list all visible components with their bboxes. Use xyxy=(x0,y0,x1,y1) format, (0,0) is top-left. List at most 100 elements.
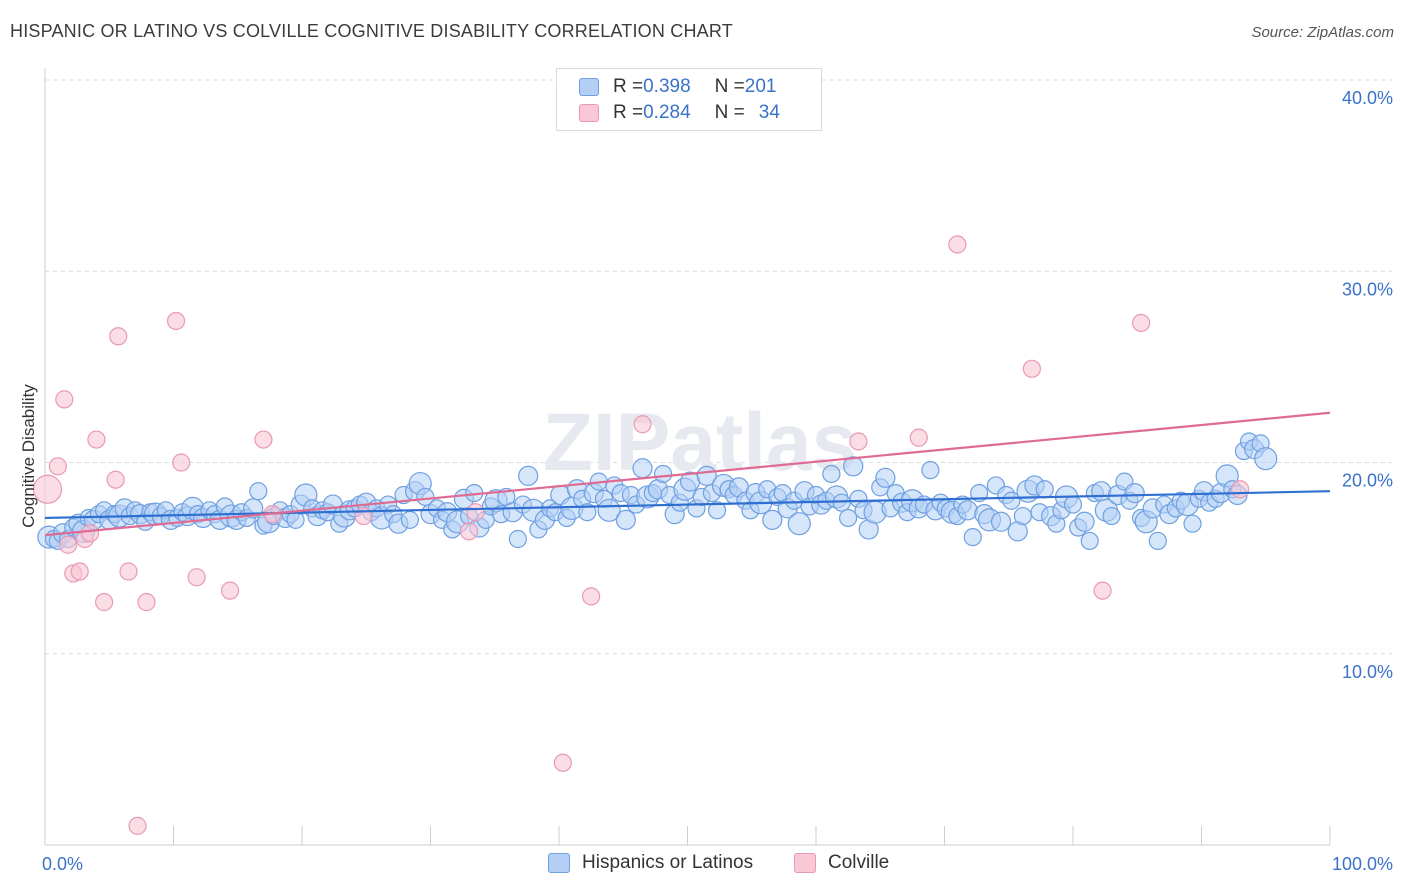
data-point-hispanics xyxy=(518,465,539,486)
legend-n-label: N = xyxy=(714,76,745,97)
data-point-hispanics xyxy=(707,501,727,520)
data-point-hispanics xyxy=(822,464,841,484)
data-point-hispanics xyxy=(400,510,420,529)
bottom-legend-hispanics: Hispanics or Latinos xyxy=(548,852,753,874)
data-point-colville xyxy=(70,562,89,581)
data-point-hispanics xyxy=(1080,531,1099,551)
legend-r-value: 0.398 xyxy=(643,76,691,97)
data-point-colville xyxy=(849,432,868,451)
data-point-colville xyxy=(48,457,67,476)
data-point-hispanics xyxy=(416,487,435,507)
data-point-hispanics xyxy=(1035,480,1054,499)
x-tick-label-max: 100.0% xyxy=(1332,854,1393,874)
data-point-colville xyxy=(909,428,928,447)
legend-n-value: 34 xyxy=(758,102,780,123)
stats-legend: R = 0.398 N = 201 R = 0.284 N = 34 xyxy=(556,68,822,131)
data-point-hispanics xyxy=(957,500,978,521)
y-tick-label: 30.0% xyxy=(1342,279,1393,299)
data-point-hispanics xyxy=(762,509,783,530)
legend-row-colville: R = 0.284 N = 34 xyxy=(579,101,780,125)
bottom-legend-label: Hispanics or Latinos xyxy=(582,852,754,873)
legend-r-label: R = xyxy=(613,76,644,97)
data-point-hispanics xyxy=(839,508,858,528)
data-point-hispanics xyxy=(921,461,940,480)
data-point-hispanics xyxy=(249,482,268,501)
data-point-colville xyxy=(87,430,106,449)
bottom-legend-label: Colville xyxy=(828,852,890,873)
bottom-legend-colville: Colville xyxy=(794,852,889,874)
y-tick-label: 20.0% xyxy=(1342,471,1393,491)
data-point-colville xyxy=(948,235,967,254)
data-point-hispanics xyxy=(1063,495,1083,514)
data-point-colville xyxy=(59,535,78,554)
data-point-colville xyxy=(119,562,138,581)
data-point-colville xyxy=(32,474,63,504)
data-point-hispanics xyxy=(1102,506,1121,526)
data-point-colville xyxy=(582,587,601,606)
data-point-hispanics xyxy=(875,467,896,488)
data-point-colville xyxy=(80,524,100,543)
data-point-hispanics xyxy=(615,509,636,530)
data-point-colville xyxy=(254,430,273,449)
data-point-colville xyxy=(172,453,191,472)
data-point-colville xyxy=(459,522,479,541)
data-point-hispanics xyxy=(990,511,1012,532)
axes xyxy=(44,68,1331,846)
data-point-hispanics xyxy=(597,498,621,522)
trend-lines xyxy=(44,411,1331,537)
data-point-colville xyxy=(1093,581,1112,600)
series-colville-points xyxy=(32,235,1250,835)
legend-r-label: R = xyxy=(613,102,644,123)
data-point-hispanics xyxy=(1002,491,1021,510)
data-point-colville xyxy=(633,415,652,434)
data-point-colville xyxy=(109,327,128,346)
data-point-colville xyxy=(166,311,186,331)
x-tick-label-min: 0.0% xyxy=(42,854,83,874)
data-point-colville xyxy=(95,593,114,612)
legend-swatch-pink xyxy=(579,104,599,122)
data-point-hispanics xyxy=(578,503,597,522)
chart-title: HISPANIC OR LATINO VS COLVILLE COGNITIVE… xyxy=(10,21,733,41)
data-point-colville xyxy=(1022,359,1041,378)
data-point-colville xyxy=(137,593,156,612)
legend-swatch-blue xyxy=(579,78,599,96)
data-point-hispanics xyxy=(1254,447,1278,471)
data-point-hispanics xyxy=(1074,511,1095,532)
trend-line-hispanics xyxy=(44,490,1331,520)
data-point-hispanics xyxy=(1148,531,1167,551)
data-point-colville xyxy=(1132,313,1151,332)
grid-lines xyxy=(45,79,1392,655)
data-point-hispanics xyxy=(1091,481,1112,502)
data-point-colville xyxy=(55,390,74,409)
data-point-hispanics xyxy=(843,456,864,477)
legend-n-label: N = xyxy=(714,102,745,123)
y-axis-label: Cognitive Disability xyxy=(19,384,38,528)
data-point-hispanics xyxy=(963,527,982,547)
data-point-colville xyxy=(187,568,206,587)
data-point-colville xyxy=(1230,480,1250,499)
data-point-colville xyxy=(106,470,125,489)
data-point-hispanics xyxy=(1183,514,1202,533)
data-point-colville xyxy=(466,503,485,522)
tick-labels: 10.0% 20.0% 30.0% 40.0% 0.0% 100.0% xyxy=(42,88,1393,874)
y-tick-label: 40.0% xyxy=(1342,88,1393,108)
data-point-hispanics xyxy=(653,464,673,484)
bottom-legend-swatch-pink xyxy=(794,853,816,873)
legend-n-value: 201 xyxy=(744,76,777,97)
trend-line-colville xyxy=(44,411,1331,537)
data-point-colville xyxy=(553,753,572,772)
y-tick-label: 10.0% xyxy=(1342,662,1393,682)
data-point-hispanics xyxy=(508,529,527,549)
data-point-hispanics xyxy=(832,493,851,512)
data-point-colville xyxy=(128,816,147,835)
data-point-hispanics xyxy=(632,458,653,479)
bottom-legend-swatch-blue xyxy=(548,853,570,873)
data-point-hispanics xyxy=(787,512,811,536)
data-point-hispanics xyxy=(1013,506,1032,526)
legend-r-value: 0.284 xyxy=(643,102,691,123)
data-point-hispanics xyxy=(1124,483,1145,504)
legend-row-hispanics: R = 0.398 N = 201 xyxy=(579,75,776,99)
source-label: Source: ZipAtlas.com xyxy=(1251,24,1394,41)
data-point-colville xyxy=(220,581,240,600)
